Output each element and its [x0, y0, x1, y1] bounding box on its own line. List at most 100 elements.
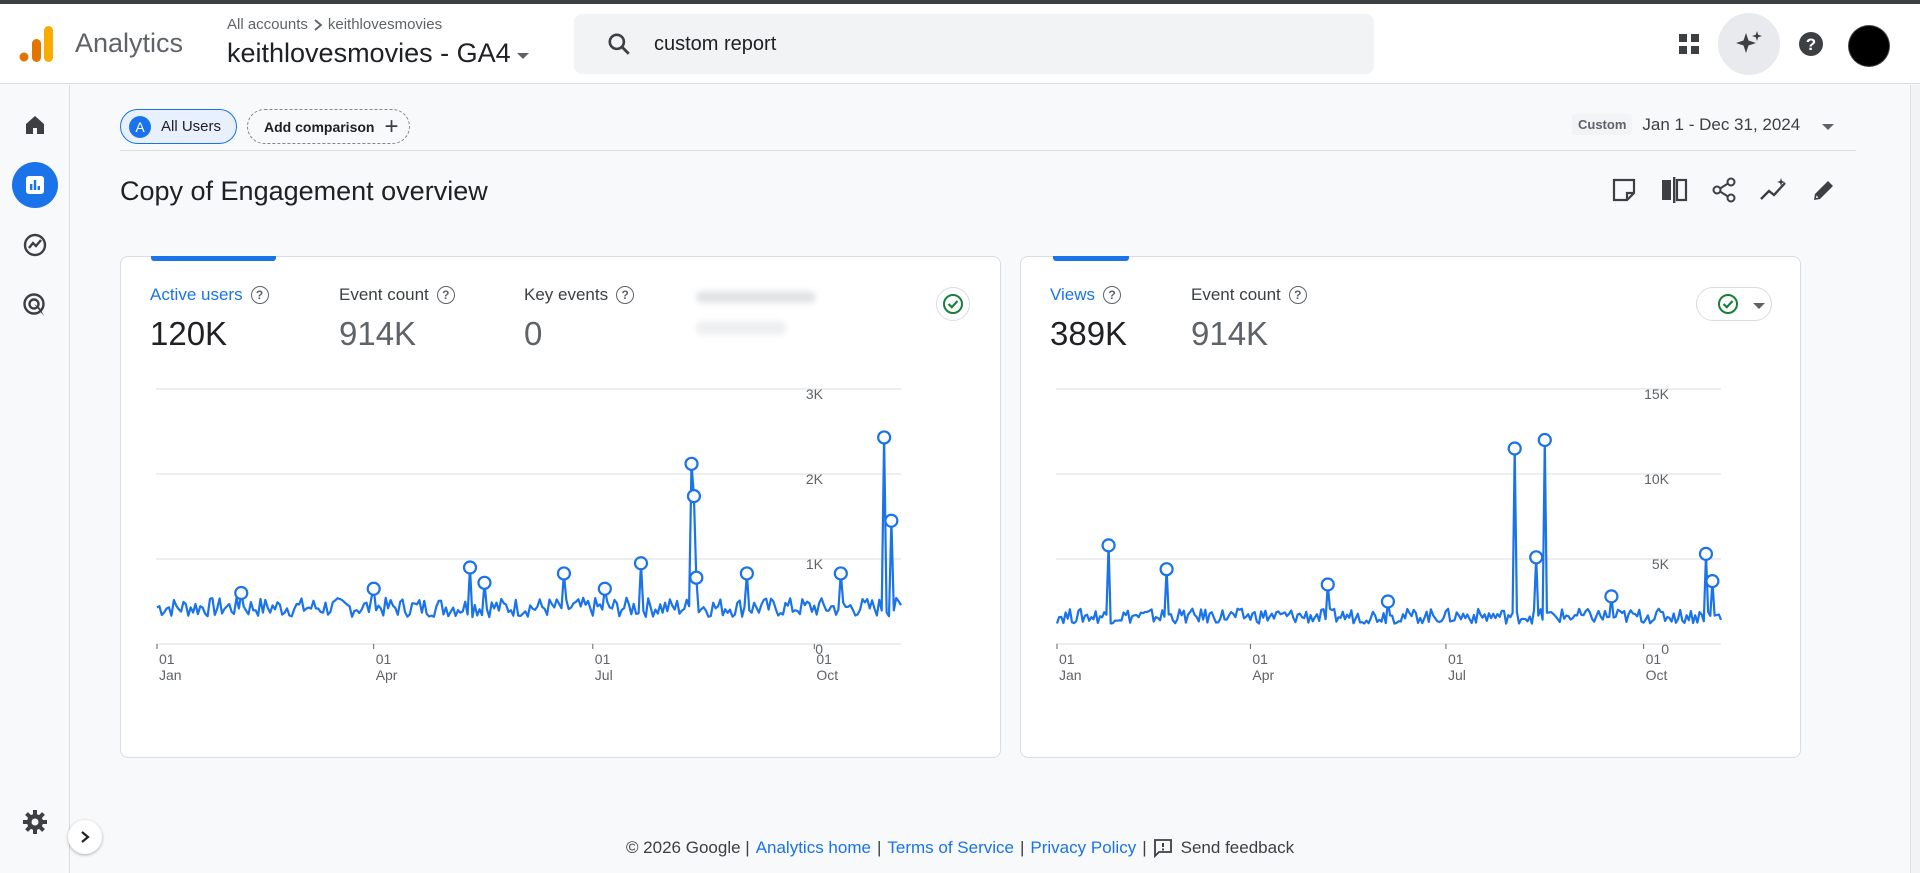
privacy-link[interactable]: Privacy Policy — [1030, 838, 1137, 857]
x-tick-label: Jul — [1448, 667, 1466, 683]
data-point-marker — [1698, 546, 1714, 561]
data-point-marker — [462, 560, 478, 575]
metric-event-count[interactable]: Event count? 914K — [339, 285, 455, 353]
compare-button[interactable] — [1656, 172, 1692, 208]
analytics-home-link[interactable]: Analytics home — [755, 838, 871, 857]
segment-badge: A — [129, 115, 151, 138]
x-tick-label: 01 — [595, 651, 611, 667]
nav-explore[interactable] — [12, 222, 58, 268]
x-tick-label: Apr — [376, 667, 398, 683]
search-input[interactable] — [654, 32, 1254, 56]
footer-separator: | — [876, 838, 882, 857]
help-icon[interactable]: ? — [250, 286, 269, 304]
send-feedback-button[interactable]: Send feedback — [1153, 838, 1294, 858]
data-point-marker — [1101, 538, 1116, 553]
selected-metric-indicator — [151, 256, 276, 261]
home-icon — [26, 116, 44, 134]
data-point-marker — [739, 566, 755, 581]
app-name: Analytics — [75, 28, 184, 58]
blurred-metric — [696, 285, 836, 345]
metric-value: 0 — [524, 315, 543, 352]
search-bar[interactable] — [574, 14, 1374, 74]
caret-down-icon — [1822, 123, 1835, 130]
metric-views[interactable]: Views? 389K — [1050, 285, 1127, 353]
segment-chip-all-users[interactable]: A All Users — [120, 109, 237, 144]
x-tick-label: 01 — [1059, 651, 1075, 667]
data-point-marker — [689, 570, 704, 585]
metric-label: Views — [1050, 285, 1096, 304]
expand-nav-button[interactable] — [68, 820, 102, 854]
breadcrumb-root[interactable]: All accounts — [227, 16, 308, 33]
y-tick-label: 2K — [806, 471, 824, 487]
footer-separator: | — [1019, 838, 1025, 857]
edit-button[interactable] — [1806, 172, 1842, 208]
status-check-button[interactable] — [936, 287, 970, 321]
data-point-marker — [686, 489, 702, 504]
data-point-marker — [1380, 594, 1396, 609]
app-header: Analytics All accounts keithlovesmovies … — [0, 4, 1920, 84]
advertising-target-icon — [23, 293, 45, 316]
metric-active-users[interactable]: Active users? 120K — [150, 285, 269, 353]
chart-card-active-users: Active users? 120K Event count? 914K Key… — [120, 256, 1001, 758]
x-tick-label: Oct — [1646, 667, 1668, 683]
status-check-dropdown[interactable] — [1696, 287, 1772, 321]
data-point-marker — [1529, 550, 1544, 565]
property-name: keithlovesmovies - GA4 — [227, 38, 511, 68]
sparkle-icon — [1736, 31, 1762, 53]
x-tick-label: Jan — [159, 667, 182, 683]
breadcrumb-account[interactable]: keithlovesmovies — [327, 16, 443, 33]
note-icon — [1612, 178, 1636, 202]
bar-chart-icon — [26, 176, 44, 194]
x-tick-label: 01 — [1252, 651, 1268, 667]
y-tick-label: 0 — [815, 641, 823, 657]
svg-text:?: ? — [1806, 35, 1816, 54]
help-icon[interactable]: ? — [616, 286, 635, 304]
pencil-icon — [1814, 181, 1833, 200]
insights-trend-button[interactable] — [1756, 172, 1792, 208]
nav-admin[interactable] — [12, 799, 58, 845]
analytics-logo-icon — [19, 26, 53, 62]
terms-link[interactable]: Terms of Service — [887, 838, 1014, 857]
check-circle-icon — [943, 294, 963, 314]
y-tick-label: 10K — [1644, 471, 1670, 487]
metric-event-count[interactable]: Event count? 914K — [1191, 285, 1307, 353]
insights-button[interactable] — [1718, 13, 1780, 75]
account-avatar[interactable] — [1849, 26, 1889, 66]
breadcrumb[interactable]: All accounts keithlovesmovies — [227, 16, 442, 33]
date-range-text: Jan 1 - Dec 31, 2024 — [1642, 114, 1801, 134]
nav-advertising[interactable] — [12, 282, 58, 328]
series-line — [156, 436, 902, 619]
gear-icon — [23, 810, 47, 834]
metric-key-events[interactable]: Key events? 0 — [524, 285, 635, 353]
y-tick-label: 3K — [806, 386, 824, 402]
metric-label: Active users — [150, 285, 243, 304]
help-icon[interactable]: ? — [436, 286, 455, 304]
data-point-marker — [1159, 562, 1174, 577]
nav-reports[interactable] — [12, 162, 58, 208]
data-point-marker — [1507, 441, 1522, 456]
x-tick-label: Jan — [1059, 667, 1082, 683]
page-title: Copy of Engagement overview — [120, 176, 488, 206]
y-tick-label: 1K — [806, 556, 824, 572]
apps-button[interactable] — [1668, 23, 1710, 65]
top-strip — [0, 0, 1920, 4]
feedback-icon — [1153, 839, 1172, 858]
share-button[interactable] — [1706, 172, 1742, 208]
caret-down-icon — [1753, 303, 1765, 309]
help-icon[interactable]: ? — [1288, 286, 1307, 304]
metric-label: Key events — [524, 285, 609, 304]
data-point-marker — [366, 581, 381, 596]
property-selector[interactable]: keithlovesmovies - GA4 — [227, 38, 529, 69]
nav-home[interactable] — [12, 102, 58, 148]
share-icon — [1712, 177, 1736, 203]
help-icon[interactable]: ? — [1103, 286, 1122, 304]
help-button[interactable]: ? — [1790, 23, 1832, 65]
page-scrollbar[interactable] — [1910, 85, 1920, 873]
add-comparison-button[interactable]: Add comparison + — [247, 109, 410, 144]
data-point-marker — [477, 575, 492, 590]
metric-label: Event count — [339, 285, 429, 304]
notes-button[interactable] — [1606, 172, 1642, 208]
date-range-picker[interactable]: Custom Jan 1 - Dec 31, 2024 — [1572, 114, 1835, 135]
y-tick-label: 0 — [1661, 641, 1669, 657]
caret-down-icon — [516, 52, 529, 59]
